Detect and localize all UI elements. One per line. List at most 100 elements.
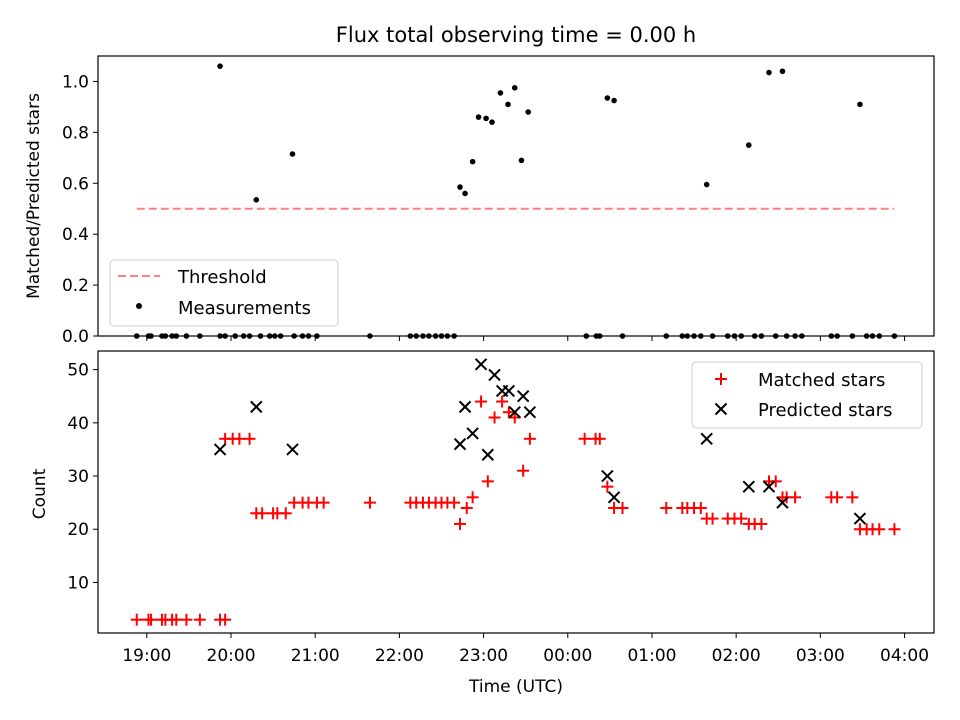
predicted-star-point	[250, 400, 263, 414]
matched-star-point	[593, 432, 606, 445]
predicted-star-point	[466, 427, 479, 440]
matched-star-point	[481, 475, 494, 488]
measurement-point	[611, 97, 617, 104]
predicted-star-point	[453, 437, 467, 451]
bottom-x-ticks: 19:00 20:00 21:00 22:00 23:00 00:00 01:00 02:00…	[122, 633, 929, 666]
top-y-tick-label: 0.6	[62, 174, 89, 194]
measurement-point	[483, 115, 489, 122]
top-y-tick-label: 0.8	[62, 123, 89, 143]
bottom-y-tick-label: 40	[67, 414, 89, 434]
x-tick-label: 22:00	[375, 646, 424, 666]
count-panel: Count Time (UTC) 10 20 30 40 50 19:00 20:00 21…	[30, 350, 935, 697]
legend-plus	[715, 373, 727, 385]
top-y-tick-label: 0.4	[62, 225, 89, 245]
matched-star-point	[789, 491, 802, 504]
x-tick-label: 04:00	[880, 646, 929, 666]
matched-star-point	[130, 613, 143, 626]
bottom-y-tick-label: 10	[67, 573, 89, 593]
matched-star-point	[616, 501, 629, 514]
legend-predicted-marker	[714, 402, 728, 416]
predicted-star-point	[508, 405, 521, 419]
predicted-star-point	[481, 448, 495, 461]
measurement-point	[766, 69, 772, 76]
matched-star-point	[145, 613, 158, 626]
bottom-legend: Matched stars Predicted stars	[691, 361, 923, 429]
top-legend-box	[109, 259, 339, 327]
bottom-y-ticks: 10 20 30 40 50	[67, 361, 98, 593]
predicted-star-point	[523, 405, 537, 419]
predicted-star-point	[286, 443, 299, 456]
matched-star-point	[831, 491, 844, 504]
measurement-point	[511, 85, 518, 91]
matched-star-point	[523, 432, 536, 445]
top-legend: Threshold Measurements	[109, 259, 339, 327]
measurement-point	[525, 109, 532, 115]
matched-star-point	[317, 496, 330, 509]
x-tick-label: 20:00	[207, 646, 256, 666]
predicted-star-point	[776, 496, 789, 509]
x-tick-label: 23:00	[459, 646, 508, 666]
matched-star-point	[475, 395, 488, 408]
measurement-point	[703, 181, 710, 188]
bottom-legend-box	[691, 361, 923, 429]
measurement-point	[745, 142, 752, 148]
bottom-axes-frame	[97, 350, 935, 634]
bottom-y-tick-label: 20	[67, 520, 89, 540]
top-y-axis-label: Matched/Predicted stars	[24, 93, 44, 299]
matched-star-point	[769, 475, 782, 488]
matched-star-point	[460, 501, 473, 514]
x-tick-label: 21:00	[291, 646, 340, 666]
matched-star-point	[578, 432, 591, 445]
predicted-star-point	[516, 390, 530, 403]
matched-star-point	[888, 523, 901, 536]
measurement-point	[604, 95, 611, 101]
matched-star-point	[219, 613, 232, 626]
top-y-tick-label: 0.0	[62, 327, 89, 347]
top-y-ticks: 0.0 0.2 0.4 0.6 0.8 1.0	[62, 72, 98, 347]
matched-star-point	[233, 432, 246, 445]
predicted-star-point	[601, 469, 614, 483]
x-axis-label: Time (UTC)	[468, 677, 563, 697]
matched-star-point	[694, 501, 707, 514]
top-y-tick-label: 1.0	[62, 72, 89, 92]
predicted-star-point	[488, 368, 501, 382]
predicted-star-point	[853, 512, 867, 525]
legend-predicted-label: Predicted stars	[758, 400, 892, 421]
legend-matched-marker	[715, 373, 727, 385]
matched-star-point	[180, 613, 193, 626]
measurement-point	[497, 90, 504, 96]
matched-star-point	[601, 480, 614, 493]
x-tick-label: 01:00	[627, 646, 676, 666]
bottom-y-axis-label: Count	[30, 468, 50, 519]
matched-star-point	[706, 512, 719, 525]
matched-star-point	[755, 517, 768, 530]
x-tick-label: 02:00	[712, 646, 761, 666]
measurement-point	[469, 158, 476, 165]
matched-star-point	[279, 507, 292, 520]
predicted-star-point	[700, 432, 713, 445]
predicted-star-point	[474, 358, 488, 371]
legend-measurements-label: Measurements	[178, 298, 311, 319]
matched-star-point	[496, 395, 509, 408]
matched-star-point	[243, 432, 256, 445]
matched-star-point	[448, 496, 461, 509]
measurement-point	[289, 151, 296, 157]
ratio-panel: Flux total observing time = 0.00 h Match…	[24, 23, 935, 347]
matched-star-point	[660, 501, 673, 514]
predicted-star-point	[213, 443, 227, 456]
predicted-star-point	[607, 491, 621, 504]
matched-star-point	[846, 491, 859, 504]
matched-star-point	[170, 613, 183, 626]
matched-star-point	[517, 464, 530, 477]
top-axes-frame	[97, 55, 935, 337]
predicted-star-point	[742, 480, 755, 493]
chart-title: Flux total observing time = 0.00 h	[336, 23, 696, 47]
predicted-star-point	[762, 480, 776, 493]
matched-star-point	[193, 613, 206, 626]
measurement-point	[779, 68, 786, 75]
legend-threshold-label: Threshold	[177, 267, 267, 288]
matched-star-point	[363, 496, 376, 509]
top-y-tick-label: 0.2	[62, 276, 89, 296]
